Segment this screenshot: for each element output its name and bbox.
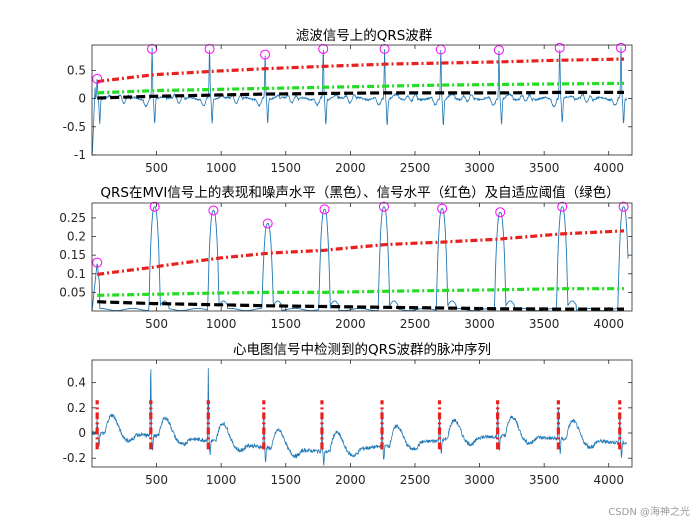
y-tick-label: -0.2 xyxy=(63,451,86,465)
panel-1-axes: 500 1000 1500 2000 2500 3000 3500 4000 -1 -0.5 0 0.… xyxy=(63,44,633,175)
x-tick-label: 3000 xyxy=(464,317,495,331)
qrs-peak-marker xyxy=(318,43,329,54)
y-tick-label: 0 xyxy=(78,92,86,106)
x-tick-label: 3500 xyxy=(529,473,560,487)
watermark: CSDN @海神之光 xyxy=(608,505,690,518)
panel-2: QRS在MVI信号上的表现和噪声水平（黑色）、信号水平（红色）及自适应阈值（绿色… xyxy=(59,184,633,331)
panel-3-plot-area xyxy=(91,368,628,466)
x-tick-label: 3000 xyxy=(464,473,495,487)
x-tick-label: 1000 xyxy=(206,473,237,487)
x-tick-label: 4000 xyxy=(593,161,624,175)
panel-3: 心电图信号中检测到的QRS波群的脉冲序列 500 1000 1500 2000 2500… xyxy=(63,342,633,487)
x-tick-label: 4000 xyxy=(593,473,624,487)
panel-1-title: 滤波信号上的QRS波群 xyxy=(296,28,433,44)
raw-ecg-line xyxy=(91,368,628,466)
qrs-peak-marker xyxy=(260,49,271,60)
panel-3-title: 心电图信号中检测到的QRS波群的脉冲序列 xyxy=(233,342,491,358)
x-tick-label: 1500 xyxy=(271,317,302,331)
x-tick-label: 2500 xyxy=(400,161,431,175)
threshold-line xyxy=(97,287,624,297)
qrs-peak-marker xyxy=(557,201,568,212)
panel-1: 滤波信号上的QRS波群 500 1000 1500 2000 2500 3000 3500 4… xyxy=(63,28,633,175)
x-tick-label: 2000 xyxy=(335,161,366,175)
filtered-ecg-line xyxy=(91,47,628,156)
y-tick-label: 0.25 xyxy=(59,211,86,225)
x-tick-label: 1000 xyxy=(206,161,237,175)
y-tick-label: 0.15 xyxy=(59,248,86,262)
qrs-peak-marker xyxy=(92,257,103,268)
y-tick-label: 0.5 xyxy=(67,63,86,77)
qrs-peak-marker xyxy=(208,205,219,216)
qrs-peak-marker xyxy=(495,207,506,218)
qrs-peak-marker xyxy=(437,203,448,214)
y-tick-label: 0.2 xyxy=(67,230,86,244)
x-tick-label: 3000 xyxy=(464,161,495,175)
x-tick-label: 500 xyxy=(145,473,168,487)
noise-level-line xyxy=(97,90,624,100)
x-tick-label: 500 xyxy=(145,161,168,175)
x-tick-label: 500 xyxy=(145,317,168,331)
panel-1-plot-area xyxy=(91,42,628,156)
y-tick-label: 0.2 xyxy=(67,401,86,415)
qrs-peak-marker xyxy=(262,218,273,229)
signal-level-line xyxy=(96,57,624,84)
panel-1-axes-box xyxy=(91,44,633,156)
panel-2-title: QRS在MVI信号上的表现和噪声水平（黑色）、信号水平（红色）及自适应阈值（绿色… xyxy=(100,184,619,201)
qrs-peak-marker xyxy=(379,43,390,54)
x-tick-label: 1500 xyxy=(271,161,302,175)
x-tick-label: 3500 xyxy=(529,161,560,175)
x-tick-label: 2500 xyxy=(400,317,431,331)
signal-level-line xyxy=(96,229,624,277)
panel-2-axes: 500 1000 1500 2000 2500 3000 3500 4000 0.05 0.1 0.… xyxy=(59,202,633,331)
x-tick-label: 2000 xyxy=(335,473,366,487)
qrs-peak-marker xyxy=(92,73,103,84)
x-tick-label: 2500 xyxy=(400,473,431,487)
panel-2-axes-box xyxy=(91,202,633,312)
qrs-peak-marker xyxy=(554,42,565,53)
qrs-peak-marker xyxy=(616,42,627,53)
panel-3-axes: 500 1000 1500 2000 2500 3000 3500 4000 -0.2 0 0.2 0… xyxy=(63,359,633,487)
x-tick-label: 4000 xyxy=(593,317,624,331)
qrs-peak-marker xyxy=(493,45,504,56)
threshold-line xyxy=(97,81,624,95)
qrs-peak-marker xyxy=(378,201,389,212)
x-tick-label: 1500 xyxy=(271,473,302,487)
y-tick-label: 0.05 xyxy=(59,285,86,299)
x-tick-label: 1000 xyxy=(206,317,237,331)
qrs-peak-marker xyxy=(618,201,629,212)
y-tick-label: 0.4 xyxy=(67,376,86,390)
y-tick-label: 0 xyxy=(78,426,86,440)
qrs-peak-marker xyxy=(149,201,160,212)
qrs-peak-marker xyxy=(319,204,330,215)
x-tick-label: 3500 xyxy=(529,317,560,331)
noise-level-line xyxy=(97,300,624,311)
qrs-peak-marker xyxy=(204,43,215,54)
y-tick-label: 0.1 xyxy=(67,267,86,281)
panel-3-axes-box xyxy=(91,359,633,468)
y-tick-label: -1 xyxy=(74,148,86,162)
y-tick-label: -0.5 xyxy=(63,120,86,134)
x-tick-label: 2000 xyxy=(335,317,366,331)
